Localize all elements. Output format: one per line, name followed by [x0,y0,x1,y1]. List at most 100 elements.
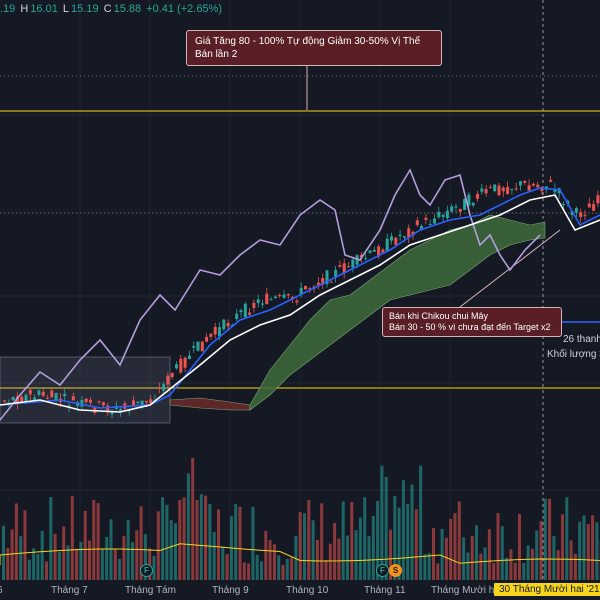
candle-body [278,295,282,297]
candle-body [15,396,19,404]
candle-body [372,249,376,252]
volume-bar [548,498,552,580]
candle-body [110,411,114,415]
candle-body [269,299,273,301]
volume-bar [131,542,134,580]
volume-bar [475,525,478,580]
measure-tooltip-volume: Khối lượng 3 [547,349,600,360]
volume-bar [526,545,530,580]
candle-body [497,185,501,196]
candle-body [304,285,307,290]
candle-body [50,390,54,398]
volume-bar [591,515,595,580]
volume-bar [49,497,53,580]
volume-bar [449,518,453,580]
candle-body [325,270,329,284]
candle-body [381,249,385,253]
candle-body [471,202,475,206]
volume-bar [401,480,405,580]
candle-body [71,396,75,401]
candle-body [299,287,303,295]
candle-body [84,398,88,403]
volume-bar [277,555,281,580]
volume-bar [350,502,354,580]
ichimoku-cloud-bull [249,214,546,411]
kijun-line [0,187,600,409]
volume-bar [66,545,70,580]
candle-body [149,399,153,404]
volume-bar [380,465,384,580]
candle-body [226,322,230,327]
volume-bar [70,496,74,580]
volume-bar [53,533,57,580]
volume-bar [333,522,337,580]
volume-bar [109,519,113,580]
sell-callout-top[interactable]: Giá Tăng 80 - 100% Tự động Giảm 30-50% V… [186,30,442,66]
candle-body [553,188,557,193]
volume-ma-line [0,543,600,565]
volume-bar [191,458,195,580]
candle-body [248,312,252,315]
candle-body [261,303,264,305]
x-label-dec: Tháng Mười hai [431,585,503,596]
volume-bar [363,497,367,580]
candle-body [106,405,110,413]
candle-body [463,198,467,211]
volume-bar [496,513,500,580]
candle-body [433,218,436,224]
volume-bar [247,563,251,580]
volume-bar [186,473,190,580]
volume-bar [505,557,509,580]
event-marker-f[interactable]: F [376,564,389,577]
candle-body [166,375,170,385]
candle-body [445,210,449,218]
candle-body [385,238,389,252]
volume-bar [320,503,324,580]
candle-body [295,300,299,303]
measure-tooltip-bars: 26 thanh [563,334,600,345]
volume-bar [578,521,582,580]
candle-body [7,402,11,404]
volume-bar [315,539,319,580]
volume-bar [393,496,397,580]
volume-bar [105,536,109,580]
volume-bar [92,500,96,580]
candle-body [420,225,424,231]
volume-bar [264,530,268,580]
candle-body [519,181,522,186]
candle-body [540,187,544,192]
callout-line: Bán lần 2 [195,49,238,60]
candle-body [80,400,84,407]
volume-bar [414,509,418,580]
x-label-left-partial: 6 [0,585,3,596]
candle-body [256,299,260,304]
candle-body [480,188,484,192]
volume-bar [432,528,435,580]
volume-bar [384,476,388,580]
candle-body [355,255,359,265]
candle-body [484,189,488,194]
volume-bar [466,552,470,580]
ichimoku-cloud-bear [169,397,251,411]
volume-bar [32,548,36,580]
volume-bar [487,529,491,580]
volume-bar [100,548,104,580]
candle-body [424,217,428,220]
candle-body [493,184,497,192]
volume-bar [10,529,14,580]
candle-body [187,355,191,359]
volume-bar [139,506,143,580]
sell-callout-mid[interactable]: Bán khi Chikou chui Mây Bán 30 - 50 % vì… [382,307,562,337]
volume-bar [462,537,466,580]
volume-bar [225,554,229,580]
candle-body [523,181,527,183]
event-marker-s[interactable]: S [389,564,402,577]
event-marker-f[interactable]: F [140,564,153,577]
volume-bar [143,534,147,580]
volume-bar [268,540,272,580]
candle-body [127,410,131,412]
candle-body [24,394,28,403]
volume-bar [337,538,341,580]
volume-bar [410,484,414,580]
